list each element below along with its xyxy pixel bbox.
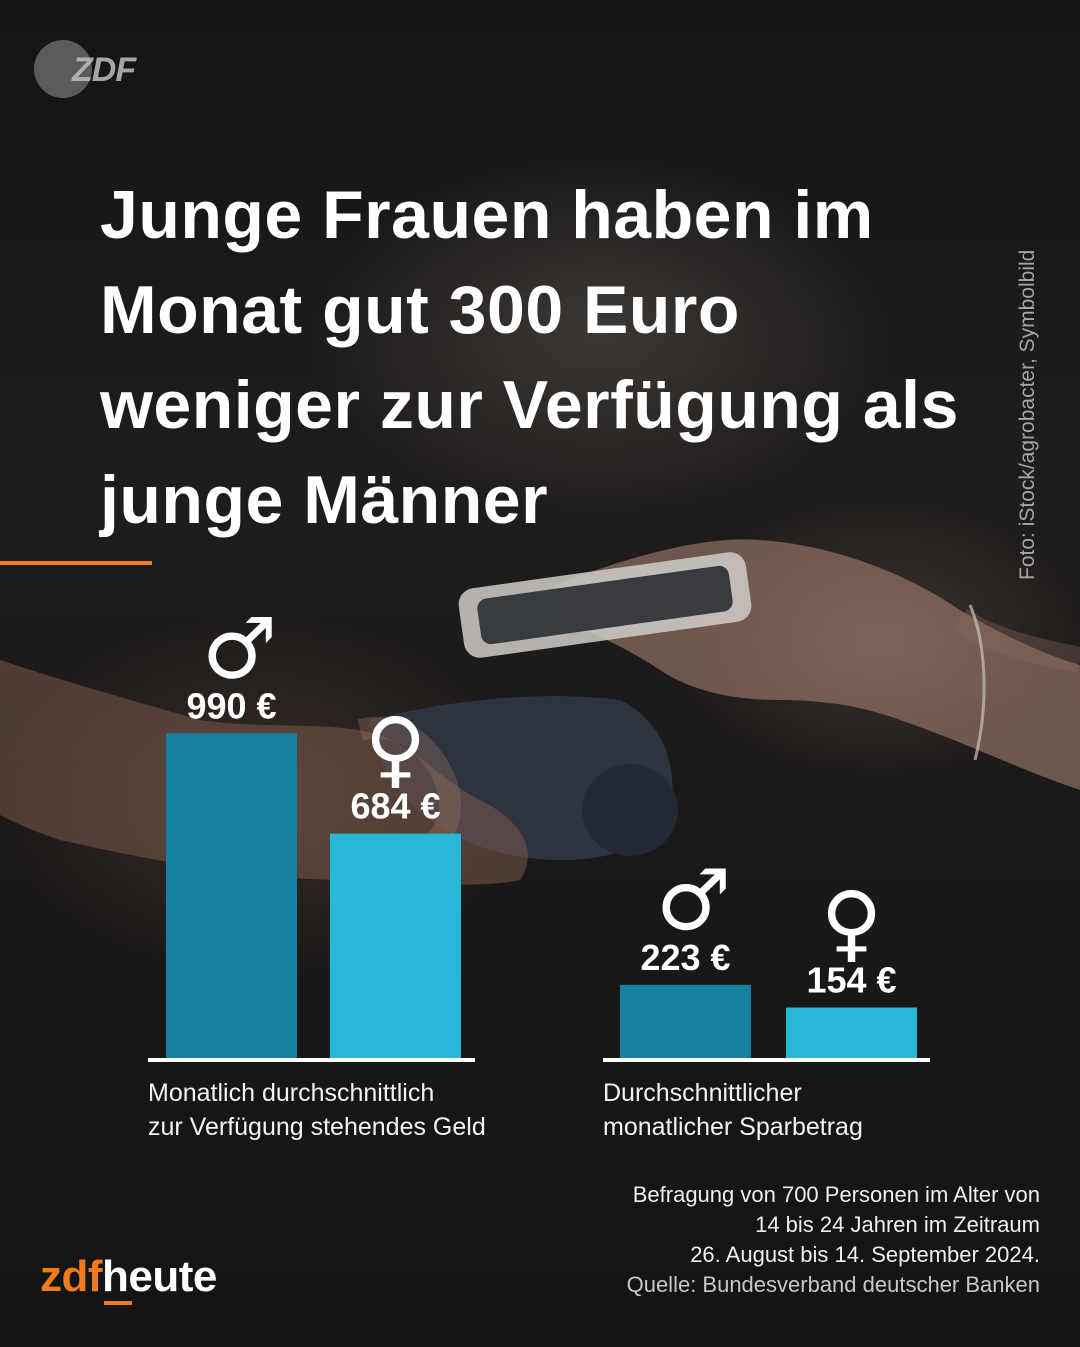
value-label-1-2: 684 €	[350, 786, 440, 827]
photo-credit: Foto: iStock/agrobacter, Symbolbild	[1016, 249, 1039, 580]
bar-charts: 990 €♂684 €♀223 €♂154 €♀	[148, 599, 930, 1062]
chart-1-caption-line-2: zur Verfügung stehendes Geld	[148, 1113, 486, 1141]
bar-1-1	[166, 733, 297, 1058]
accent-divider	[0, 561, 152, 565]
bar-2-2	[786, 1007, 917, 1058]
chart-1-baseline	[148, 1058, 475, 1062]
survey-note: Befragung von 700 Personen im Alter von …	[480, 1180, 1040, 1270]
logo-text: ZDF	[72, 51, 136, 89]
brand-heute-part: heute	[102, 1252, 217, 1301]
chart-2-caption-line-1: Durchschnittlicher	[603, 1079, 802, 1107]
value-label-2-1: 223 €	[640, 937, 730, 978]
bar-2-1	[620, 984, 751, 1058]
chart-1-caption: Monatlich durchschnittlich zur Verfügung…	[148, 1076, 486, 1144]
male-symbol-icon: ♂	[656, 851, 731, 949]
brand-zdf-part: zdf	[40, 1252, 103, 1301]
zdf-corner-logo: ZDF	[34, 40, 144, 98]
chart-2-caption: Durchschnittlicher monatlicher Sparbetra…	[603, 1076, 863, 1144]
source-note: Quelle: Bundesverband deutscher Banken	[626, 1272, 1040, 1297]
survey-note-line-3: 26. August bis 14. September 2024.	[690, 1242, 1040, 1267]
chart-1-series-1: 990 €♂	[166, 599, 297, 1058]
zdfheute-logo: zdfheute	[40, 1252, 217, 1302]
value-label-2-2: 154 €	[806, 959, 896, 1000]
female-symbol-icon: ♀	[821, 873, 883, 971]
chart-2-caption-line-2: monatlicher Sparbetrag	[603, 1113, 863, 1141]
chart-1-caption-line-1: Monatlich durchschnittlich	[148, 1079, 435, 1107]
survey-note-line-2: 14 bis 24 Jahren im Zeitraum	[755, 1212, 1040, 1237]
chart-2-baseline	[603, 1058, 930, 1062]
chart-1-series-2: 684 €♀	[330, 700, 461, 1058]
bar-1-2	[330, 833, 461, 1058]
headline: Junge Frauen haben im Monat gut 300 Euro…	[100, 177, 959, 538]
male-symbol-icon: ♂	[202, 599, 277, 697]
survey-note-line-1: Befragung von 700 Personen im Alter von	[632, 1182, 1040, 1207]
value-label-1-1: 990 €	[186, 685, 276, 726]
chart-2-series-1: 223 €♂	[620, 851, 751, 1058]
female-symbol-icon: ♀	[365, 700, 427, 798]
logo-disc-icon	[34, 40, 92, 98]
chart-2-series-2: 154 €♀	[786, 873, 917, 1058]
